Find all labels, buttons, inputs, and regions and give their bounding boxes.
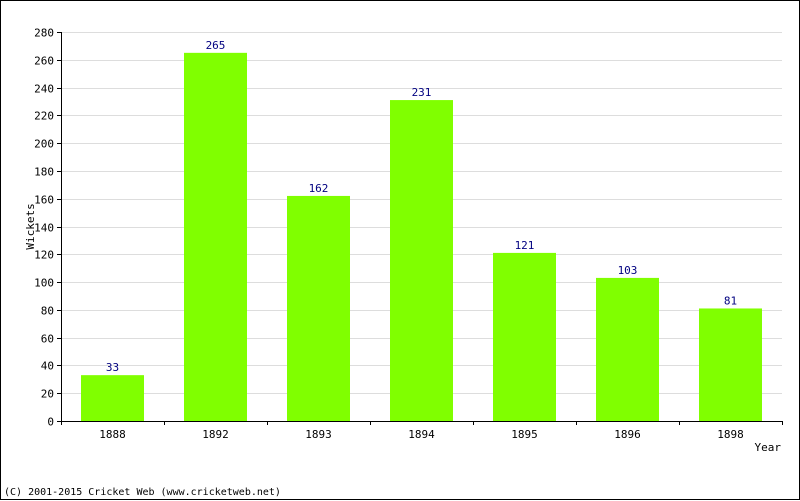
- bar: [81, 375, 144, 421]
- data-label: 265: [206, 39, 226, 52]
- y-tick-label: 240: [34, 83, 54, 96]
- bar: [184, 52, 247, 421]
- y-tick-label: 40: [41, 360, 54, 373]
- y-tick-label: 160: [34, 194, 54, 207]
- y-tick-label: 180: [34, 166, 54, 179]
- bar: [287, 195, 350, 421]
- x-tick-label: 1888: [99, 428, 126, 441]
- x-axis-title: Year: [755, 441, 782, 454]
- copyright-footer: (C) 2001-2015 Cricket Web (www.cricketwe…: [4, 487, 281, 498]
- y-tick-label: 60: [41, 333, 54, 346]
- bar: [699, 308, 762, 421]
- y-tick-label: 120: [34, 249, 54, 262]
- y-tick-label: 220: [34, 110, 54, 123]
- data-label: 162: [309, 182, 329, 195]
- y-tick-label: 100: [34, 277, 54, 290]
- x-tick-label: 1893: [305, 428, 332, 441]
- bar: [390, 100, 453, 421]
- x-tick-label: 1895: [511, 428, 538, 441]
- y-tick-label: 260: [34, 55, 54, 68]
- data-label: 231: [412, 86, 432, 99]
- data-label: 121: [515, 239, 535, 252]
- x-tick-label: 1896: [614, 428, 641, 441]
- bar: [596, 277, 659, 421]
- x-tick-label: 1898: [717, 428, 744, 441]
- data-label: 103: [618, 264, 638, 277]
- y-tick-label: 20: [41, 388, 54, 401]
- x-tick-label: 1892: [202, 428, 229, 441]
- y-tick-label: 200: [34, 138, 54, 151]
- y-tick-label: 140: [34, 222, 54, 235]
- x-tick-label: 1894: [408, 428, 435, 441]
- data-label: 81: [724, 294, 737, 307]
- y-axis-title: Wickets: [24, 203, 37, 249]
- bar: [493, 252, 556, 421]
- data-label: 33: [106, 361, 119, 374]
- y-tick-label: 80: [41, 305, 54, 318]
- y-tick-label: 280: [34, 27, 54, 40]
- y-tick-label: 0: [47, 416, 54, 429]
